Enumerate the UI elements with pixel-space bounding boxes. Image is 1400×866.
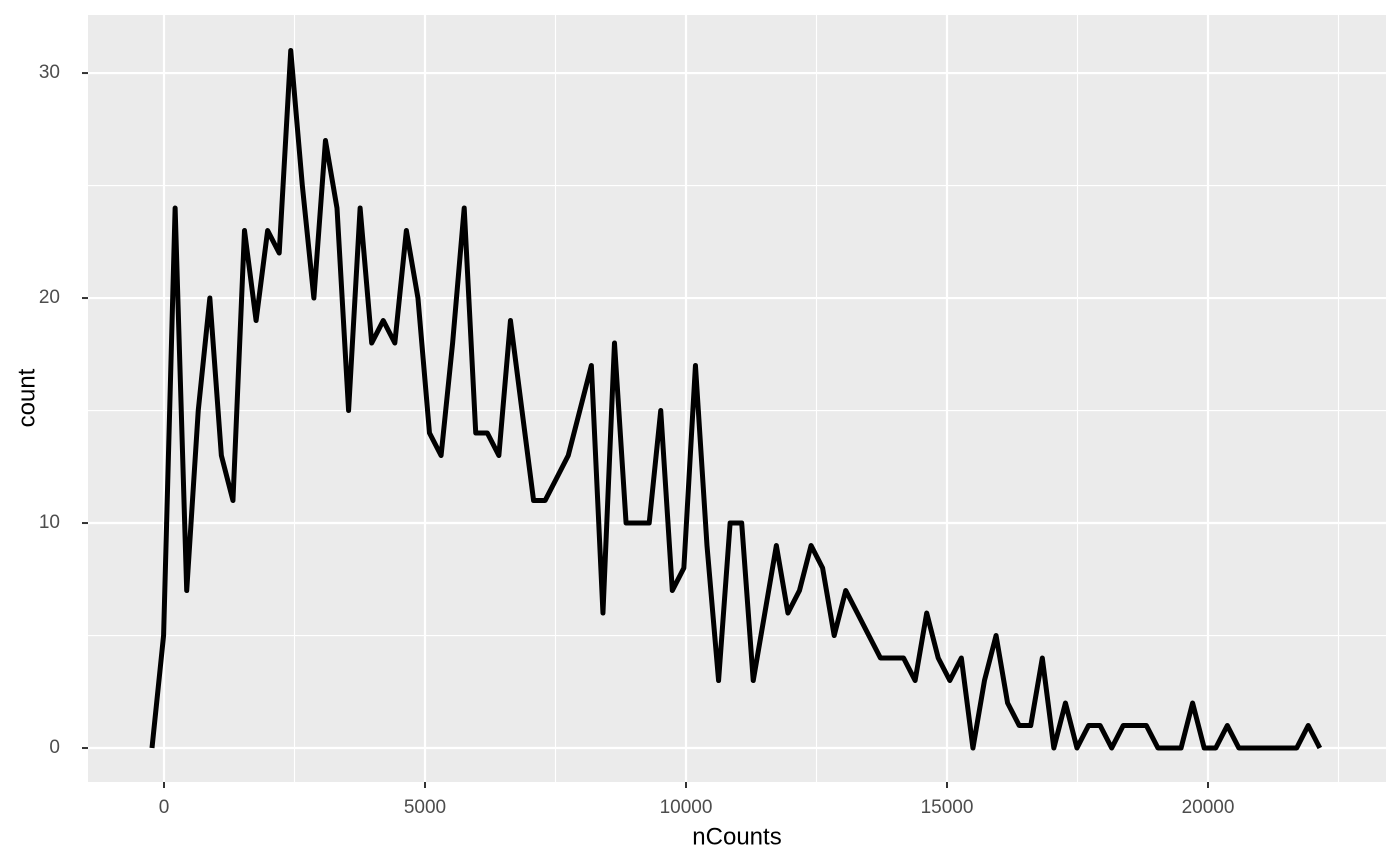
x-tick-label: 0 [159, 797, 170, 818]
y-axis-title: count [13, 368, 40, 427]
x-tick-label: 5000 [404, 797, 446, 818]
x-axis-title: nCounts [692, 823, 781, 850]
y-tick-label: 0 [49, 737, 60, 758]
y-tick-label: 20 [39, 287, 60, 308]
line [149, 48, 1323, 751]
marks [149, 48, 1323, 751]
y-tick-label: 10 [39, 512, 60, 533]
x-tick-label: 10000 [660, 797, 713, 818]
plot-panel [88, 15, 1386, 782]
y-tick-label: 30 [39, 62, 60, 83]
x-tick-label: 15000 [921, 797, 974, 818]
x-tick-label: 20000 [1182, 797, 1235, 818]
